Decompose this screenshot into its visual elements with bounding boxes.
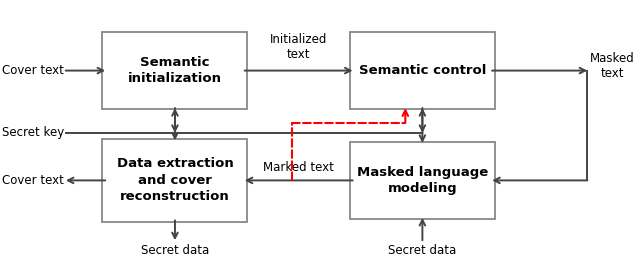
Text: Marked text: Marked text (263, 161, 334, 174)
Text: Secret key: Secret key (2, 126, 64, 140)
Text: Semantic
initialization: Semantic initialization (128, 56, 222, 85)
FancyBboxPatch shape (102, 139, 248, 222)
Text: Secret data: Secret data (141, 244, 209, 257)
FancyBboxPatch shape (350, 32, 495, 109)
Text: Cover text: Cover text (2, 64, 64, 77)
Text: Initialized
text: Initialized text (270, 33, 327, 61)
FancyBboxPatch shape (102, 32, 248, 109)
Text: Data extraction
and cover
reconstruction: Data extraction and cover reconstruction (116, 157, 234, 203)
FancyBboxPatch shape (350, 142, 495, 219)
Text: Semantic control: Semantic control (358, 64, 486, 77)
Text: Masked language
modeling: Masked language modeling (356, 166, 488, 195)
Text: Secret data: Secret data (388, 244, 456, 257)
Text: Cover text: Cover text (2, 174, 64, 187)
Text: Masked
text: Masked text (590, 52, 635, 80)
